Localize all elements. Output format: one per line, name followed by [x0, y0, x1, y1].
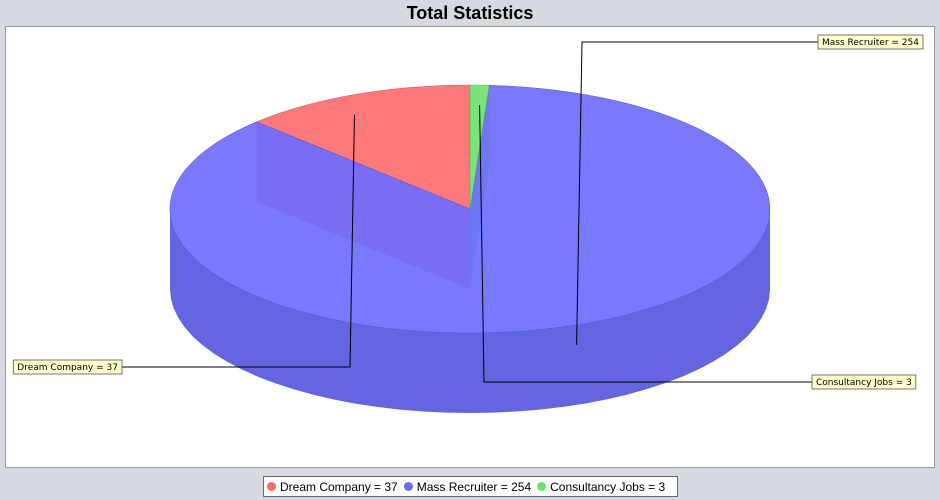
slice-label-mass-recruiter: Mass Recruiter = 254 [817, 34, 924, 50]
slice-top-mass-recruiter [169, 85, 771, 334]
slice-label-box-mass-recruiter [817, 34, 924, 50]
leader-line-consultancy-jobs [479, 105, 812, 383]
legend-label-dream-company: Dream Company = 37 [280, 479, 398, 494]
slice-label-text-mass-recruiter: Mass Recruiter = 254 [822, 38, 919, 48]
slice-label-consultancy-jobs: Consultancy Jobs = 3 [811, 374, 917, 390]
legend-label-mass-recruiter: Mass Recruiter = 254 [416, 479, 532, 494]
pie-tops [169, 84, 771, 334]
slice-label-box-dream-company [12, 359, 123, 375]
slice-side-mass-recruiter [170, 209, 770, 413]
legend-item-consultancy-jobs: Consultancy Jobs = 3 [537, 480, 665, 494]
slice-label-box-consultancy-jobs [811, 374, 917, 390]
slice-label-text-dream-company: Dream Company = 37 [17, 363, 118, 373]
legend-label-consultancy-jobs: Consultancy Jobs = 3 [550, 479, 666, 494]
legend: Dream Company = 37 Mass Recruiter = 254 … [263, 476, 678, 497]
legend-item-dream-company: Dream Company = 37 [267, 480, 398, 494]
slice-top-consultancy-jobs [469, 84, 490, 210]
chart-title: Total Statistics [406, 3, 534, 23]
slice-label-text-consultancy-jobs: Consultancy Jobs = 3 [816, 378, 912, 388]
leader-line-mass-recruiter [576, 41, 818, 345]
pie-labels: Dream Company = 37 Mass Recruiter = 254 Co… [12, 34, 924, 390]
leader-line-dream-company [122, 114, 355, 368]
legend-item-mass-recruiter: Mass Recruiter = 254 [403, 479, 532, 494]
legend-swatch-dream-company [267, 482, 276, 491]
plot-area: Dream Company = 37 Mass Recruiter = 254 Co… [5, 26, 935, 468]
slice-label-dream-company: Dream Company = 37 [12, 359, 123, 375]
pie-chart: Dream Company = 37 Mass Recruiter = 254 Co… [12, 34, 924, 413]
legend-swatch-consultancy-jobs [537, 482, 547, 491]
slice-top-dream-company [256, 84, 471, 210]
legend-swatch-mass-recruiter [403, 482, 413, 491]
